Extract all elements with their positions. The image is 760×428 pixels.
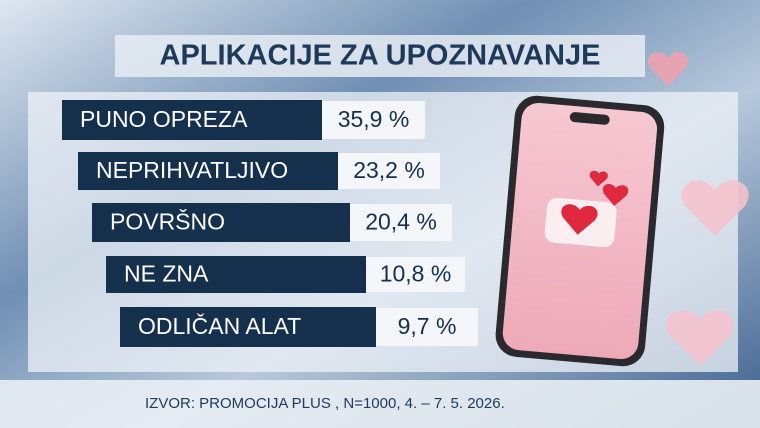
label-box [120,307,376,347]
label-box [106,256,366,293]
row-label: NEPRIHVATLJIVO [96,157,288,183]
value-box [376,308,478,346]
value-box [350,204,452,241]
phone [495,95,665,367]
label-box [92,203,350,242]
row-label: PUNO OPREZA [80,106,248,132]
value-box [366,257,465,292]
row-label: ODLIČAN ALAT [138,312,301,339]
row-value: 10,8 % [380,261,452,287]
row-value: 35,9 % [338,106,410,132]
row-value: 9,7 % [398,313,457,339]
row-label: POVRŠNO [110,208,225,235]
footer-band [0,380,760,428]
label-box [78,152,338,190]
value-box [338,153,440,189]
hearts [647,52,749,366]
row-value: 20,4 % [365,209,437,235]
value-box [322,101,425,139]
label-box [62,100,322,140]
row-label: NE ZNA [124,261,209,287]
title: APLIKACIJE ZA UPOZNAVANJE [160,40,601,72]
source: IZVOR: PROMOCIJA PLUS , N=1000, 4. – 7. … [145,395,505,412]
row-value: 23,2 % [353,157,425,183]
title-band [115,35,645,77]
